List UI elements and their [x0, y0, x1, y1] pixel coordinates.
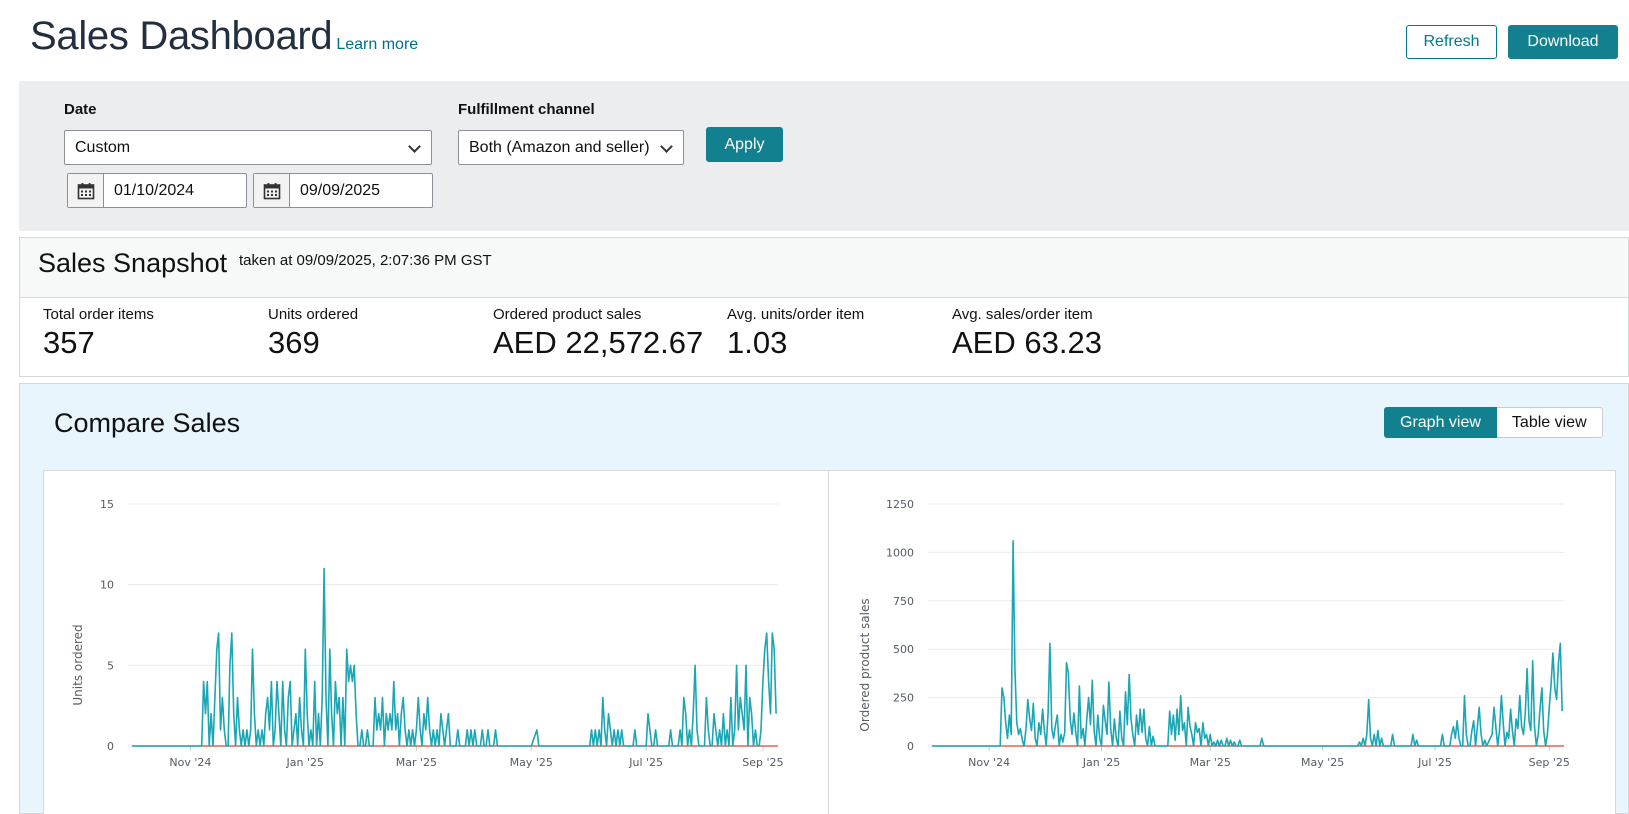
date-range-select[interactable]: Custom [64, 130, 432, 165]
y-tick-label: 1000 [886, 546, 914, 559]
series-line[interactable] [132, 567, 777, 747]
x-tick-label: May '25 [1301, 756, 1344, 769]
x-tick-label: Jan '25 [1082, 756, 1120, 769]
y-tick-label: 15 [100, 498, 114, 511]
chart-divider [828, 471, 829, 814]
x-tick-label: Jul '25 [628, 756, 663, 769]
refresh-button[interactable]: Refresh [1406, 25, 1497, 59]
y-tick-label: 500 [893, 643, 914, 656]
date-label: Date [64, 101, 97, 118]
y-tick-label: 5 [107, 659, 114, 672]
y-tick-label: 750 [893, 595, 914, 608]
metric-label: Total order items [43, 306, 154, 323]
x-tick-label: Mar '25 [396, 756, 437, 769]
download-button[interactable]: Download [1508, 25, 1618, 59]
units-ordered-chart: 0 5 10 15 Units ordered Nov '24 Jan '25 Mar '25… [71, 498, 784, 769]
snapshot-timestamp: taken at 09/09/2025, 2:07:36 PM GST [239, 252, 492, 269]
metric-avg-sales-per-order-item: Avg. sales/order item AED 63.23 [952, 306, 1102, 361]
y-tick-label: 10 [100, 579, 114, 592]
metric-value: 357 [43, 325, 95, 360]
calendar-icon[interactable] [254, 174, 290, 207]
fulfillment-channel-value: Both (Amazon and seller) [469, 138, 650, 156]
y-axis-label: Units ordered [71, 624, 85, 705]
metric-total-order-items: Total order items 357 [43, 306, 154, 361]
chevron-down-icon [408, 140, 421, 153]
y-axis-label: Ordered product sales [858, 598, 872, 731]
x-tick-label: Sep '25 [1529, 756, 1570, 769]
view-toggle: Graph view Table view [1384, 407, 1603, 438]
filter-panel: Date Custom 01/10/2024 09/09 [19, 81, 1629, 231]
sales-snapshot-panel: Sales Snapshot taken at 09/09/2025, 2:07… [19, 237, 1629, 377]
apply-button[interactable]: Apply [706, 127, 783, 162]
x-tick-label: Jul '25 [1417, 756, 1452, 769]
chevron-down-icon [660, 140, 673, 153]
end-date-field[interactable]: 09/09/2025 [253, 173, 433, 208]
y-tick-label: 0 [107, 740, 114, 753]
series-line[interactable] [932, 540, 1563, 747]
x-tick-label: Mar '25 [1190, 756, 1231, 769]
fulfillment-channel-select[interactable]: Both (Amazon and seller) [458, 130, 684, 165]
metric-ordered-product-sales: Ordered product sales AED 22,572.67 [493, 306, 703, 361]
metric-label: Units ordered [268, 306, 359, 323]
graph-view-button[interactable]: Graph view [1384, 407, 1497, 438]
date-range-value: Custom [75, 138, 131, 156]
y-tick-label: 250 [893, 692, 914, 705]
metric-value: AED 63.23 [952, 325, 1102, 360]
metric-value: 369 [268, 325, 320, 360]
x-tick-label: Nov '24 [968, 756, 1010, 769]
end-date-value: 09/09/2025 [300, 181, 381, 199]
y-tick-label: 1250 [886, 498, 914, 511]
metric-value: 1.03 [727, 325, 788, 360]
start-date-value: 01/10/2024 [114, 181, 195, 199]
calendar-icon[interactable] [68, 174, 104, 207]
metric-label: Avg. sales/order item [952, 306, 1093, 323]
x-tick-label: May '25 [510, 756, 553, 769]
metric-label: Avg. units/order item [727, 306, 865, 323]
x-tick-label: Jan '25 [286, 756, 324, 769]
snapshot-title: Sales Snapshot [38, 248, 228, 278]
metric-value: AED 22,572.67 [493, 325, 704, 360]
compare-sales-panel: Compare Sales Graph view Table view 0 5 10… [19, 383, 1629, 814]
page-header: Sales Dashboard Learn more [30, 14, 418, 64]
ordered-product-sales-chart: 0 250 500 750 1000 1250 Ordered product sales N… [858, 498, 1570, 769]
metric-units-ordered: Units ordered 369 [268, 306, 358, 361]
table-view-button[interactable]: Table view [1496, 407, 1603, 438]
x-tick-label: Nov '24 [169, 756, 211, 769]
y-tick-label: 0 [907, 740, 914, 753]
snapshot-header: Sales Snapshot taken at 09/09/2025, 2:07… [20, 238, 1628, 298]
metric-avg-units-per-order-item: Avg. units/order item 1.03 [727, 306, 864, 361]
compare-sales-title: Compare Sales [54, 408, 241, 438]
learn-more-link[interactable]: Learn more [336, 36, 419, 53]
start-date-field[interactable]: 01/10/2024 [67, 173, 247, 208]
page-title: Sales Dashboard [30, 14, 333, 58]
x-tick-label: Sep '25 [742, 756, 783, 769]
charts-container: 0 5 10 15 Units ordered Nov '24 Jan '25 Mar '25… [43, 470, 1616, 814]
metric-label: Ordered product sales [493, 306, 642, 323]
fulfillment-channel-label: Fulfillment channel [458, 101, 595, 118]
